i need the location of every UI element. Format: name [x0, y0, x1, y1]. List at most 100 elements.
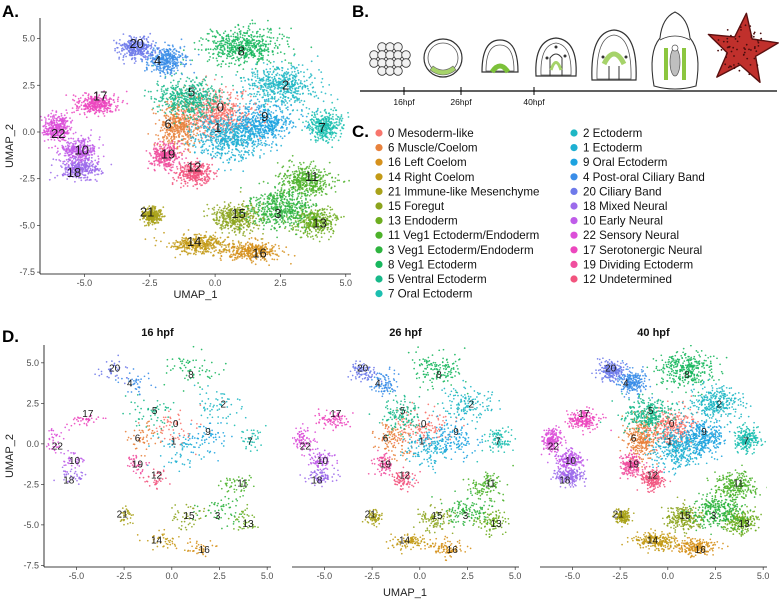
cell-point-cluster-8 [234, 26, 237, 28]
cell-point-cluster-13 [309, 236, 312, 238]
cell-point-cluster-14 [183, 241, 186, 244]
cell-point-cluster-3 [288, 192, 290, 195]
cell-point-cluster-3 [303, 190, 306, 193]
cell-point-cluster-13 [332, 229, 335, 232]
cell-point-cluster-6 [181, 125, 184, 128]
cell-point-cluster-11 [294, 188, 297, 191]
cell-point-cluster-7 [335, 121, 338, 123]
cell-point-cluster-0 [224, 119, 227, 121]
cell-point-cluster-15 [222, 217, 224, 220]
cell-point-cluster-6 [181, 135, 184, 137]
cell-point-cluster-6 [155, 134, 157, 136]
cell-point-cluster-3 [309, 220, 311, 223]
cell-point-cluster-8 [215, 30, 218, 32]
cell-point-cluster-3 [309, 212, 312, 215]
cell-point-cluster-8 [254, 67, 257, 70]
cell-point-cluster-5 [150, 90, 152, 93]
cell-point-cluster-14 [223, 240, 225, 243]
cell-point-cluster-5 [185, 89, 187, 92]
cell-point-cluster-11 [343, 180, 346, 183]
cell-point-cluster-8 [273, 47, 276, 49]
cell-point-cluster-8 [226, 49, 229, 52]
cell-point-cluster-14 [192, 253, 195, 255]
cell-point-cluster-11 [317, 187, 320, 190]
cell-point-cluster-8 [266, 59, 269, 61]
cell-point-cluster-11 [323, 168, 326, 171]
cell-point-cluster-7 [317, 137, 320, 140]
cell-point-cluster-3 [286, 211, 289, 214]
cell-point-cluster-6 [163, 115, 166, 117]
cell-point-cluster-8 [255, 40, 258, 42]
cell-point-cluster-13 [305, 219, 307, 221]
cell-point-cluster-16 [247, 247, 250, 249]
cell-point-cluster-6 [182, 131, 185, 133]
cell-point-cluster-6 [162, 125, 165, 127]
cell-point-cluster-15 [253, 207, 256, 209]
cell-point-cluster-8 [254, 41, 256, 44]
cell-point-cluster-5 [203, 104, 205, 107]
cell-point-cluster-0 [229, 96, 232, 99]
cell-point-cluster-21 [162, 206, 165, 209]
cell-point-cluster-3 [296, 197, 299, 200]
cell-point-cluster-15 [222, 210, 224, 212]
cell-point-cluster-8 [274, 42, 276, 45]
cell-point-cluster-7 [340, 114, 343, 116]
cell-point-cluster-6 [192, 130, 195, 133]
cell-point-cluster-11 [298, 177, 301, 179]
cell-point-cluster-13 [330, 235, 332, 238]
cell-point-cluster-7 [310, 121, 313, 123]
cell-point-cluster-8 [228, 40, 230, 43]
cell-point-cluster-11 [279, 190, 281, 193]
cell-point-cluster-15 [206, 214, 209, 217]
cell-point-cluster-3 [299, 202, 301, 205]
cell-point-cluster-3 [312, 204, 315, 207]
cell-point-cluster-6 [165, 136, 168, 138]
cell-point-cluster-14 [155, 239, 158, 242]
cell-point-cluster-3 [279, 192, 282, 195]
cell-point-cluster-11 [310, 193, 312, 196]
cell-point-cluster-5 [159, 96, 162, 99]
cell-point-cluster-5 [147, 90, 150, 93]
cell-point-cluster-8 [249, 46, 252, 49]
cell-point-cluster-3 [255, 203, 258, 206]
cell-point-cluster-6 [172, 117, 174, 119]
cell-point-cluster-8 [251, 19, 254, 22]
cell-point-cluster-5 [220, 83, 223, 86]
cell-point-cluster-14 [240, 246, 243, 249]
cell-point-cluster-8 [217, 63, 220, 66]
cell-point-cluster-5 [205, 98, 208, 101]
cell-point-cluster-16 [268, 253, 271, 256]
cell-point-cluster-7 [313, 135, 316, 138]
cell-point-cluster-8 [250, 54, 253, 57]
cell-point-cluster-6 [163, 124, 166, 126]
cell-point-cluster-8 [217, 40, 219, 43]
cell-point-cluster-15 [246, 224, 249, 227]
cell-point-cluster-5 [226, 97, 229, 100]
cell-point-cluster-11 [308, 188, 311, 191]
cell-point-cluster-15 [255, 211, 258, 214]
cell-point-cluster-3 [273, 227, 276, 230]
cell-point-cluster-8 [238, 28, 241, 30]
cell-point-cluster-8 [209, 28, 212, 31]
cell-point-cluster-7 [338, 118, 341, 121]
cell-point-cluster-6 [167, 142, 170, 145]
cell-point-cluster-7 [342, 124, 345, 127]
cell-point-cluster-11 [300, 185, 302, 188]
cell-point-cluster-16 [261, 242, 264, 244]
cell-point-cluster-7 [314, 116, 317, 118]
cell-point-cluster-6 [168, 118, 171, 121]
cell-point-cluster-8 [290, 62, 292, 65]
cell-point-cluster-6 [184, 148, 187, 150]
cell-point-cluster-5 [184, 91, 187, 94]
cell-point-cluster-11 [334, 180, 336, 183]
cell-point-cluster-21 [158, 211, 161, 214]
cell-point-cluster-16 [267, 242, 270, 244]
cell-point-cluster-11 [301, 181, 304, 184]
cell-point-cluster-5 [172, 108, 175, 111]
cell-point-cluster-8 [201, 38, 204, 40]
cell-point-cluster-5 [143, 95, 146, 97]
cell-point-cluster-15 [235, 234, 237, 236]
cell-point-cluster-14 [223, 244, 226, 247]
cell-point-cluster-8 [262, 39, 264, 41]
cell-point-cluster-21 [155, 219, 158, 222]
